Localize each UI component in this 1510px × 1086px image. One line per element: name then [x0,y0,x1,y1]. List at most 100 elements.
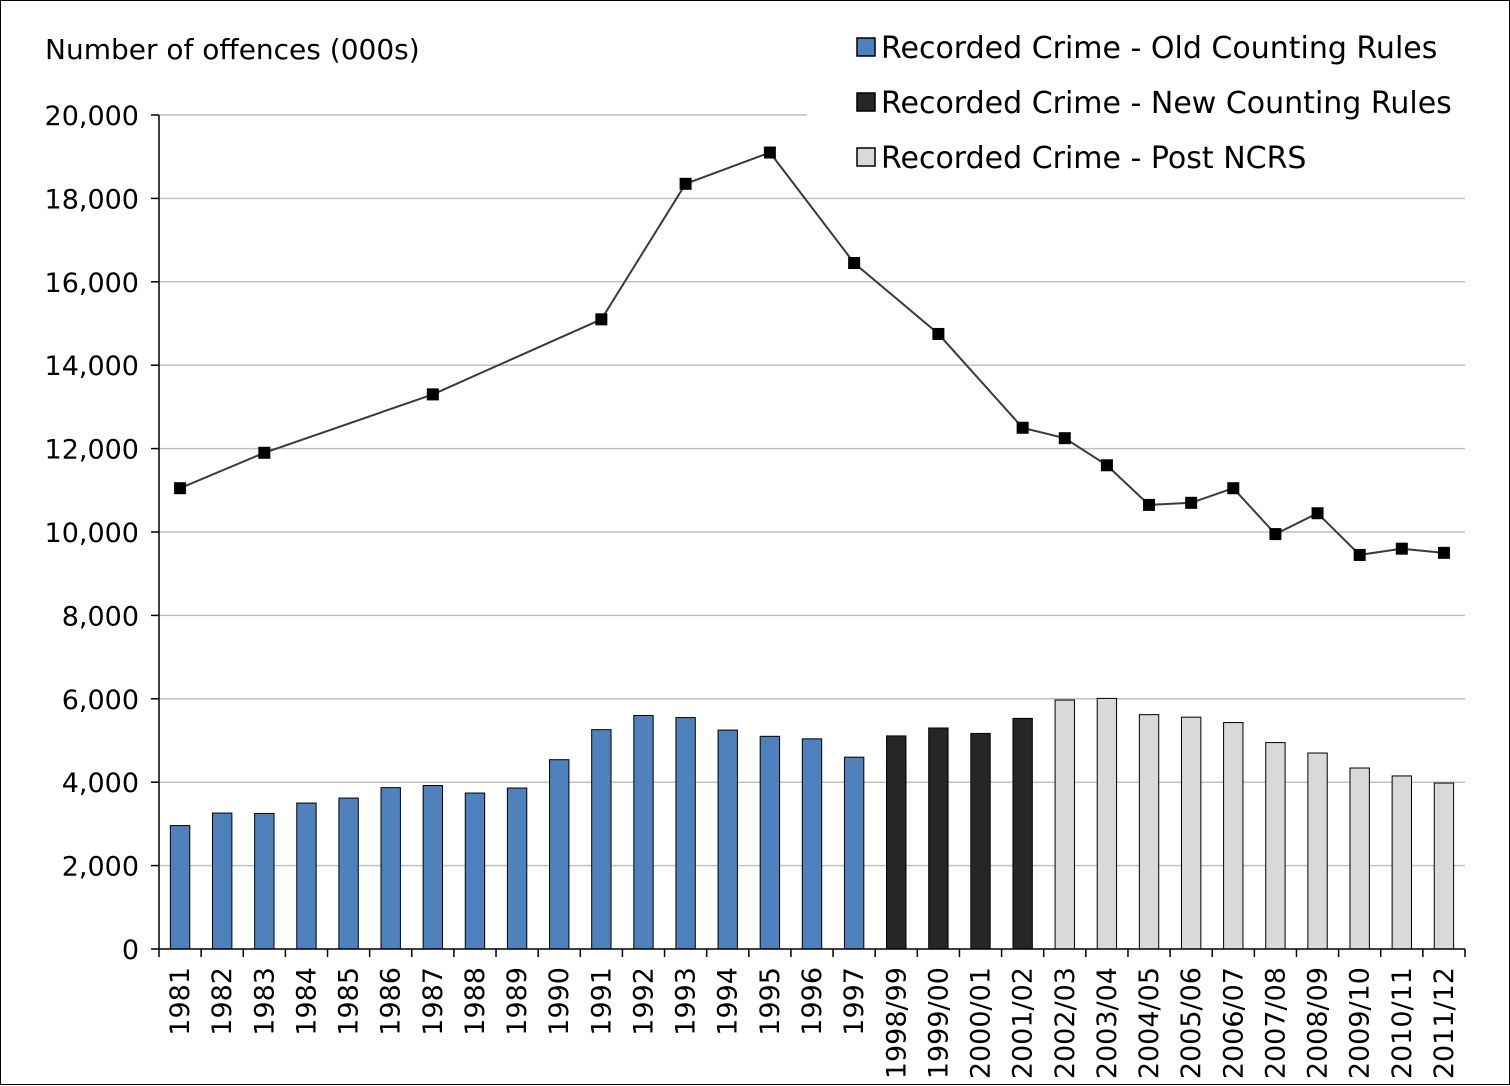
bar [1391,775,1412,950]
x-tick-label: 1999/00 [923,967,954,1079]
bar-group [169,697,1455,950]
legend-label: Recorded Crime - New Counting Rules [881,86,1452,121]
legend-label: Recorded Crime - Old Counting Rules [881,31,1437,66]
line-marker [1100,459,1113,472]
bar [464,792,486,950]
bar [886,735,907,950]
line-series [174,146,1450,561]
line-marker [1269,528,1282,541]
bar [549,759,570,950]
bar [254,812,275,950]
x-tick-label: 1998/99 [881,967,912,1079]
x-tick-label: 2005/06 [1176,967,1207,1079]
x-tick-label: 1989 [502,967,533,1036]
line-marker [1058,432,1071,445]
y-tick-label: 12,000 [45,435,139,466]
y-tick-label: 20,000 [45,101,139,132]
bar [1349,767,1370,950]
y-axis-title: Number of offences (000s) [45,33,420,66]
bar [843,756,865,950]
bar [1096,697,1118,950]
x-tick-label: 1985 [334,967,365,1036]
line-marker [679,177,692,190]
x-tick-label: 2006/07 [1218,967,1249,1079]
line-marker [1143,498,1156,511]
x-tick-label: 1981 [165,967,196,1036]
line-marker [1227,482,1240,495]
x-tick-label: 2000/01 [966,967,997,1079]
x-tick-label: 1986 [376,967,407,1036]
x-tick-label: 1993 [671,967,702,1036]
bar [1223,722,1244,950]
line-marker [848,257,861,270]
x-tick-label: 1996 [797,967,828,1036]
bar [1138,714,1160,950]
x-tick-label: 2001/02 [1008,967,1039,1079]
x-tick-label: 1991 [586,967,617,1036]
trend-line [179,151,1444,556]
bar [169,825,191,950]
bar [1012,717,1033,950]
x-tick-label: 1982 [207,967,238,1036]
bar [801,738,823,950]
line-marker [595,313,608,326]
x-tick-label: 1990 [544,967,575,1036]
bar [380,787,401,950]
y-tick-label: 6,000 [62,685,139,716]
x-tick-label: 2008/09 [1303,967,1334,1079]
bar [591,729,612,950]
y-tick-label: 4,000 [62,768,139,799]
y-tick-label: 0 [122,935,139,966]
y-tick-label: 10,000 [45,518,139,549]
legend-swatch [856,147,876,167]
y-tick-label: 18,000 [45,184,139,215]
bar [759,735,781,950]
x-tick-label: 2007/08 [1260,967,1291,1079]
legend-label: Recorded Crime - Post NCRS [881,141,1306,176]
line-marker [1185,496,1198,509]
bar [633,714,654,950]
line-marker [1016,421,1029,434]
bar [422,785,444,950]
bar [212,812,233,950]
line-marker [1395,542,1408,555]
x-tick-label: 1997 [839,967,870,1036]
bar [970,732,991,950]
y-tick-label: 2,000 [62,852,139,883]
gridlines [159,114,1465,867]
x-tick-label: 2002/03 [1050,967,1081,1079]
y-tick-label: 8,000 [62,601,139,632]
x-tick-label: 1987 [418,967,449,1036]
x-tick-label: 1988 [460,967,491,1036]
x-tick-label: 2004/05 [1134,967,1165,1079]
x-tick-label: 1994 [713,967,744,1036]
x-tick-label: 1995 [755,967,786,1036]
line-marker [1353,548,1366,561]
x-tick-label: 1983 [249,967,280,1036]
bar [506,787,528,950]
legend-swatch [856,37,876,57]
line-marker [1311,507,1324,520]
bar [717,729,738,950]
bar [1265,742,1286,950]
x-tick-label: 1992 [628,967,659,1036]
bar [296,802,317,950]
bar [1180,716,1202,950]
y-tick-label: 14,000 [45,351,139,382]
bar [675,717,696,950]
legend-swatch [856,92,876,112]
x-tick-label: 2010/11 [1387,967,1418,1079]
x-tick-label: 1984 [291,967,322,1036]
bar [1433,782,1455,950]
bar [928,727,949,950]
line-marker [763,146,776,159]
line-marker [932,327,945,340]
y-tick-label: 16,000 [45,268,139,299]
line-marker [174,482,187,495]
x-tick-label: 2003/04 [1092,967,1123,1079]
x-tick-label: 2011/12 [1429,967,1460,1079]
bar [1307,752,1328,950]
line-marker [426,388,439,401]
